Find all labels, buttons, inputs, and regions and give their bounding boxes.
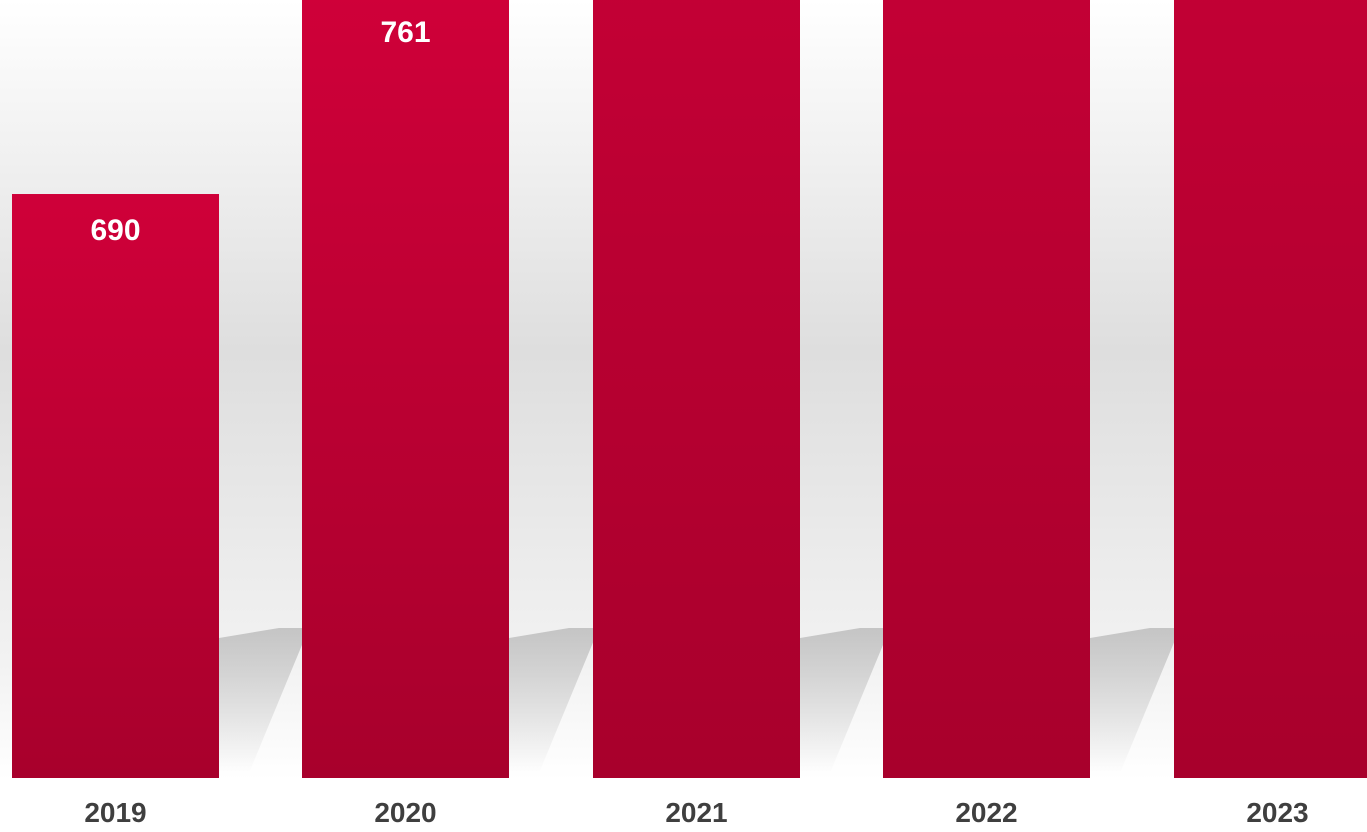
bars: [12, 0, 1367, 779]
bar-shadow: [219, 628, 309, 773]
bar-shadows: [219, 628, 1180, 773]
bar-2023: [1174, 0, 1367, 778]
x-axis-tick-labels: 2019 2020 2021 2022 2023: [84, 797, 1308, 828]
bar-shadow: [1090, 628, 1180, 773]
x-tick-label-2019: 2019: [84, 797, 146, 828]
bar-2019: [12, 194, 219, 778]
bar-2021: [593, 0, 800, 779]
bar-shadow: [509, 628, 599, 773]
data-labels: 690761888890909: [90, 16, 430, 247]
bar-2022: [883, 0, 1090, 779]
x-tick-label-2021: 2021: [665, 797, 727, 828]
data-label-2019: 690: [90, 214, 140, 247]
data-label-2020: 761: [380, 16, 430, 49]
bar-shadow: [800, 628, 890, 773]
x-tick-label-2020: 2020: [374, 797, 436, 828]
x-tick-label-2022: 2022: [955, 797, 1017, 828]
bar-2020: [302, 0, 509, 779]
x-tick-label-2023: 2023: [1246, 797, 1308, 828]
